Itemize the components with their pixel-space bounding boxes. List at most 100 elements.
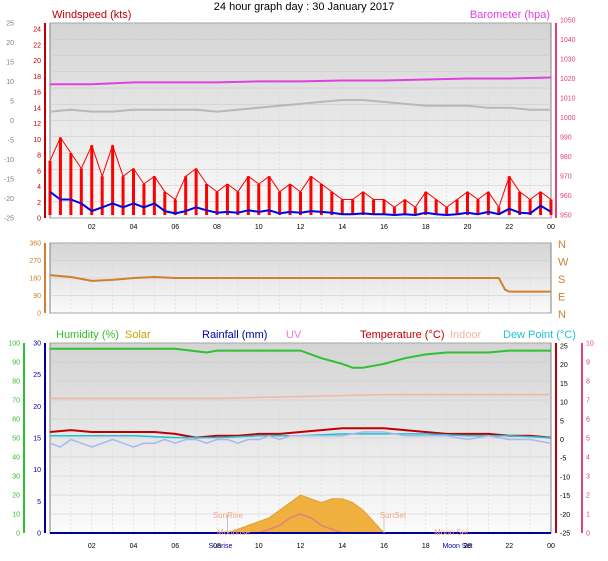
moonrise-label: Moonrise (217, 528, 250, 537)
baro-right-tick-label: 960 (560, 193, 572, 200)
blue-noise-line (49, 431, 552, 448)
wind-panel-x-tick-label: 14 (338, 224, 346, 231)
humidity-tick-label: 50 (12, 436, 20, 443)
temp-right-tick-label: 10 (560, 400, 568, 407)
baro-right-tick-label: 990 (560, 135, 572, 142)
wind-left-tick-label: 24 (33, 27, 41, 34)
temp-right-tick-label: 25 (560, 344, 568, 351)
dir-compass-label: S (558, 274, 565, 286)
rain-tick-label: 25 (33, 372, 41, 379)
wind-panel-x-tick-label: 12 (297, 224, 305, 231)
wind-axis-label: Windspeed (kts) (52, 9, 131, 21)
solar-label: Solar (125, 329, 151, 341)
humidity-tick-label: 40 (12, 455, 20, 462)
humidity-tick-label: 60 (12, 417, 20, 424)
moonset-label: Moon Set (434, 528, 469, 537)
wind-gust-line (49, 137, 552, 208)
temp-right-tick-label: -5 (560, 456, 566, 463)
sunrise-label: SunRise (213, 511, 244, 520)
wind-left-tick-label: 18 (33, 74, 41, 81)
solar-right-tick-label: 6 (586, 417, 590, 424)
humidity-tick-label: 20 (12, 493, 20, 500)
humidity-label: Humidity (%) (56, 329, 119, 341)
wind-outer-left-tick-label: 0 (10, 118, 14, 125)
indoor-label: Indoor (450, 329, 482, 341)
uv-label: UV (286, 329, 302, 341)
wind-outer-left-tick-label: -15 (4, 177, 14, 184)
humidity-tick-label: 100 (8, 341, 20, 348)
solar-right-tick-label: 2 (586, 493, 590, 500)
wind-outer-left-tick-label: -10 (4, 157, 14, 164)
wind-left-tick-label: 16 (33, 90, 41, 97)
temp-right-tick-label: 20 (560, 362, 568, 369)
wind-outer-left-tick-label: 25 (6, 21, 14, 28)
baro-right-tick-label: 1020 (560, 76, 576, 83)
humidity-line (50, 347, 551, 369)
temp-panel-x-tick-label: 02 (88, 543, 96, 550)
rain-tick-label: 5 (37, 499, 41, 506)
dir-compass-label: N (558, 309, 566, 321)
wind-left-tick-label: 20 (33, 58, 41, 65)
baro-right-tick-label: 970 (560, 174, 572, 181)
barometer-axis-label: Barometer (hpa) (470, 9, 550, 21)
dir-left-tick-label: 360 (29, 241, 41, 248)
baro-right-tick-label: 950 (560, 213, 572, 220)
baro-right-tick-label: 1050 (560, 18, 576, 25)
temp-right-tick-label: -15 (560, 493, 570, 500)
dir-left-tick-label: 0 (37, 311, 41, 318)
wind-panel-x-tick-label: 08 (213, 224, 221, 231)
humidity-tick-label: 0 (16, 531, 20, 538)
wind-panel-x-tick-label: 18 (422, 224, 430, 231)
wind-left-tick-label: 22 (33, 42, 41, 49)
solar-right-tick-label: 5 (586, 436, 590, 443)
wind-panel-x-tick-label: 10 (255, 224, 263, 231)
temp-right-tick-label: -25 (560, 531, 570, 538)
temp-panel-x-tick-label: 16 (380, 543, 388, 550)
baro-right-tick-label: 1000 (560, 115, 576, 122)
dir-compass-label: N (558, 239, 566, 251)
humidity-tick-label: 10 (12, 512, 20, 519)
solar-right-tick-label: 0 (586, 531, 590, 538)
solar-right-tick-label: 10 (586, 341, 594, 348)
temp-panel-x-tick-label: 22 (505, 543, 513, 550)
temp-panel-x-tick-label: 06 (171, 543, 179, 550)
wind-outer-left-tick-label: 5 (10, 99, 14, 106)
dir-compass-label: W (558, 257, 569, 269)
wind-avg-line (49, 190, 552, 216)
wind-panel-x-tick-label: 16 (380, 224, 388, 231)
graph-title: 24 hour graph day : 30 January 2017 (213, 1, 395, 13)
sunset-label: SunSet (380, 511, 407, 520)
wind-outer-left-tick-label: -25 (4, 216, 14, 223)
wind-outer-left-tick-label: 10 (6, 79, 14, 86)
baro-right-tick-label: 1030 (560, 57, 576, 64)
solar-right-tick-label: 8 (586, 379, 590, 386)
temp-right-tick-label: 5 (560, 418, 564, 425)
wind-panel-x-tick-label: 02 (88, 224, 96, 231)
baro-right-tick-label: 980 (560, 154, 572, 161)
wind-left-tick-label: 2 (37, 200, 41, 207)
barometer-line (50, 76, 552, 86)
humidity-tick-label: 80 (12, 379, 20, 386)
wind-left-tick-label: 10 (33, 137, 41, 144)
wind-outer-left-tick-label: -20 (4, 196, 14, 203)
wind-panel-x-tick-label: 00 (547, 224, 555, 231)
wind-outer-left-tick-label: -5 (8, 138, 14, 145)
wind-direction-line (49, 274, 551, 293)
wind-panel-x-tick-label: 20 (464, 224, 472, 231)
wind-left-tick-label: 6 (37, 168, 41, 175)
rain-tick-label: 30 (33, 341, 41, 348)
gray-series-line (49, 99, 551, 113)
solar-right-tick-label: 4 (586, 455, 590, 462)
baro-right-tick-label: 1040 (560, 37, 576, 44)
dir-left-tick-label: 90 (33, 293, 41, 300)
temp-panel-x-tick-label: 20 (464, 543, 472, 550)
temp-panel-x-tick-label: 00 (547, 543, 555, 550)
sunrise-axis-label: Sunrise (209, 543, 233, 550)
rainfall-label: Rainfall (mm) (202, 329, 267, 341)
temperature-label: Temperature (°C) (360, 329, 444, 341)
humidity-tick-label: 90 (12, 360, 20, 367)
temp-panel-x-tick-label: 04 (130, 543, 138, 550)
wind-left-tick-label: 4 (37, 184, 41, 191)
